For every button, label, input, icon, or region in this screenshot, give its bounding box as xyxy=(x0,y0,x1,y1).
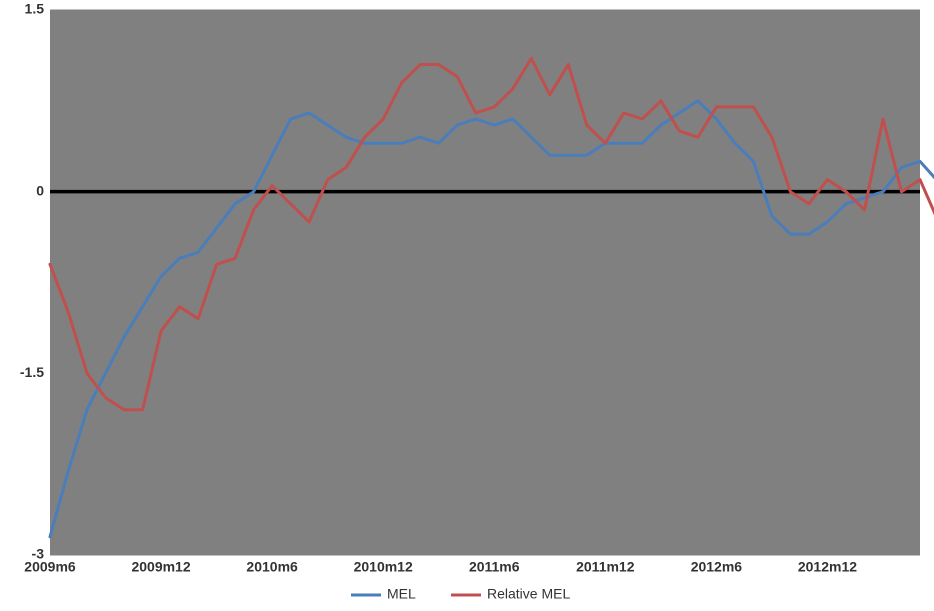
y-tick-label: 0 xyxy=(36,182,44,198)
x-tick-label: 2012m12 xyxy=(798,558,857,574)
x-tick-label: 2012m6 xyxy=(691,558,743,574)
legend-label: MEL xyxy=(387,586,416,602)
chart-container: 1.50-1.5-32009m62009m122010m62010m122011… xyxy=(0,0,934,611)
x-tick-label: 2010m12 xyxy=(354,558,413,574)
x-tick-label: 2011m6 xyxy=(469,558,520,574)
x-tick-label: 2009m6 xyxy=(24,558,76,574)
legend-label: Relative MEL xyxy=(487,586,570,602)
y-tick-label: 1.5 xyxy=(25,1,45,17)
x-tick-label: 2011m12 xyxy=(576,558,635,574)
y-tick-label: -1.5 xyxy=(20,364,44,380)
x-tick-label: 2009m12 xyxy=(131,558,190,574)
x-tick-label: 2010m6 xyxy=(246,558,298,574)
line-chart: 1.50-1.5-32009m62009m122010m62010m122011… xyxy=(0,0,934,611)
plot-area xyxy=(50,10,920,555)
